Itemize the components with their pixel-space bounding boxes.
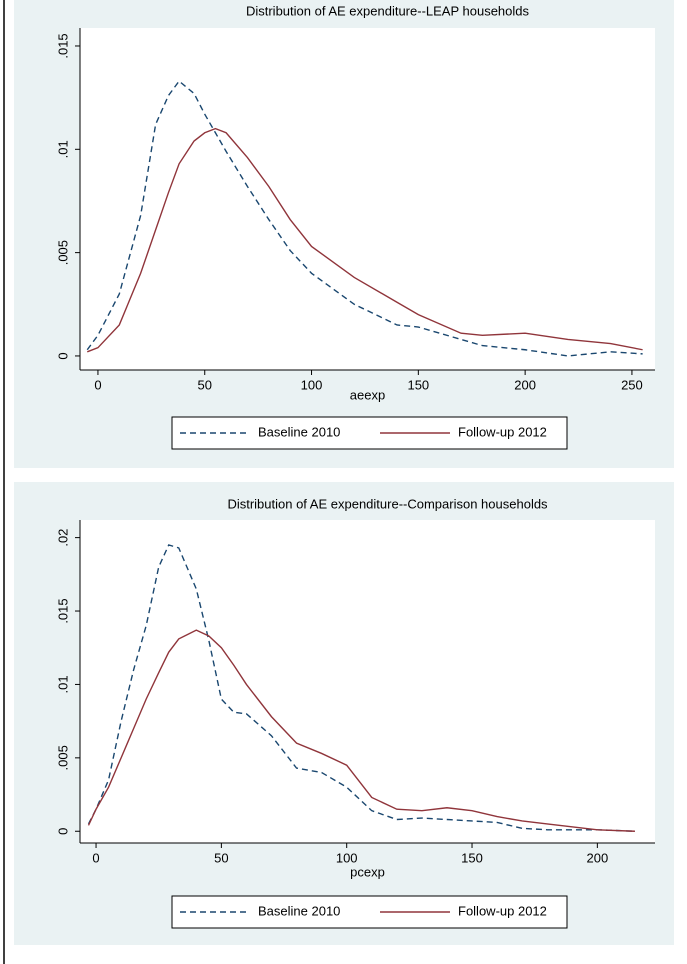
x-axis-label: pcexp — [350, 864, 385, 879]
x-axis-label: aeexp — [350, 387, 385, 402]
x-tick-label: 50 — [214, 850, 228, 865]
x-tick-label: 150 — [407, 377, 429, 392]
x-tick-label: 200 — [514, 377, 536, 392]
series-line — [87, 127, 643, 353]
x-tick-label: 0 — [92, 850, 99, 865]
legend-box — [171, 895, 568, 929]
x-tick-label: 100 — [301, 377, 323, 392]
chart-title: Distribution of AE expenditure--Comparis… — [227, 496, 548, 511]
y-tick-label: .005 — [55, 745, 70, 770]
series-line — [86, 80, 643, 357]
x-tick-label: 100 — [336, 850, 358, 865]
legend-label: Follow-up 2012 — [458, 424, 547, 439]
legend-label: Follow-up 2012 — [458, 903, 547, 918]
x-tick-label: 250 — [621, 377, 643, 392]
series-line — [87, 544, 635, 832]
legend-label: Baseline 2010 — [258, 903, 340, 918]
x-tick-label: 0 — [94, 377, 101, 392]
y-tick-label: .015 — [55, 33, 70, 58]
y-tick-label: .01 — [55, 675, 70, 693]
y-tick-label: .015 — [55, 598, 70, 623]
y-tick-label: .01 — [55, 140, 70, 158]
x-tick-label: 200 — [586, 850, 608, 865]
plot-area — [80, 520, 655, 843]
chart-title: Distribution of AE expenditure--LEAP hou… — [246, 3, 530, 18]
y-tick-label: .02 — [55, 529, 70, 547]
x-tick-label: 50 — [198, 377, 212, 392]
y-tick-label: 0 — [55, 352, 70, 359]
series-line — [87, 629, 635, 832]
legend-label: Baseline 2010 — [258, 424, 340, 439]
x-tick-label: 150 — [461, 850, 483, 865]
y-tick-label: .005 — [55, 240, 70, 265]
y-tick-label: 0 — [55, 828, 70, 835]
legend-box — [171, 416, 568, 450]
